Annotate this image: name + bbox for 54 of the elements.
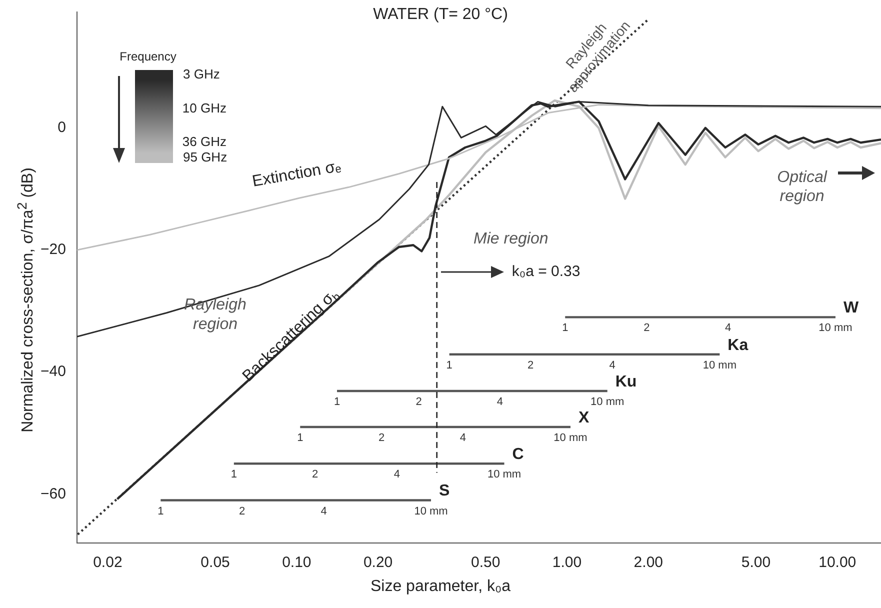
annotation: 4 [460, 432, 466, 444]
annotation: 4 [609, 359, 616, 372]
annotation: 1 [334, 396, 340, 408]
annotation: 10 mm [554, 432, 588, 444]
annotation: C [512, 446, 524, 464]
annotation: 1 [446, 359, 452, 372]
annotation: 1 [158, 505, 164, 518]
annotation: W [843, 300, 860, 317]
chart-title: WATER (T= 20 °C) [373, 6, 508, 23]
annotation: Ku [615, 373, 637, 390]
annotation: S [439, 482, 450, 500]
x-tick-label: 10.00 [818, 554, 856, 572]
annotation: 10 mm [487, 468, 522, 481]
annotation: 2 [527, 359, 534, 372]
x-tick-label: 0.05 [200, 554, 230, 572]
annotation: 4 [724, 322, 732, 334]
x-tick-label: 0.50 [471, 554, 500, 572]
x-tick-label: 0.10 [282, 554, 312, 572]
annotation: 4 [394, 468, 400, 481]
x-tick-label: 0.02 [93, 554, 122, 572]
annotation: 2 [416, 396, 422, 408]
annotation: X [578, 409, 590, 426]
y-tick-label: −60 [40, 485, 66, 502]
annotation: 2 [238, 505, 246, 518]
annotation: Ka [728, 336, 748, 354]
annotation: 10 mm [414, 505, 448, 518]
y-tick-label: −40 [40, 363, 66, 380]
annotation: 1 [297, 432, 304, 444]
y-tick-label: −20 [40, 241, 66, 258]
y-tick-label: 0 [58, 119, 66, 136]
annotation: 4 [496, 396, 504, 408]
annotation: 36 GHz [182, 134, 227, 150]
annotation: 4 [320, 505, 327, 518]
annotation: 1 [562, 322, 568, 334]
annotation: 10 mm [818, 322, 852, 334]
legend-title: Frequency [120, 49, 176, 64]
annotation: Optical region [777, 169, 828, 206]
x-tick-label: 2.00 [634, 554, 664, 572]
x-tick-label: 1.00 [552, 554, 582, 572]
legend-label: 3 GHz [183, 66, 220, 82]
annotation: 1 [230, 468, 237, 481]
annotation: 10 GHz [182, 100, 227, 116]
legend-label: 95 GHz [183, 150, 228, 165]
annotation: 2 [378, 432, 385, 444]
annotation: Extinction σₑ [251, 158, 342, 190]
annotation: Mie region [474, 230, 548, 248]
x-axis-title: Size parameter, k₀a [369, 578, 512, 596]
x-tick-label: 5.00 [741, 554, 771, 572]
x-tick-label: 0.20 [363, 554, 393, 572]
annotation: 10 mm [702, 359, 736, 372]
annotation: 2 [312, 468, 318, 481]
annotation: 10 mm [590, 396, 624, 408]
annotation: 2 [644, 322, 650, 334]
ref-line-label: k₀a = 0.33 [512, 263, 580, 280]
